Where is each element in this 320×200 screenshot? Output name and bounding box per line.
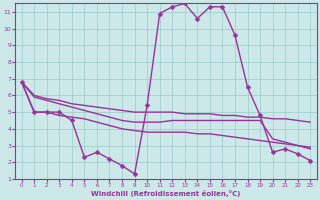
X-axis label: Windchill (Refroidissement éolien,°C): Windchill (Refroidissement éolien,°C) bbox=[91, 190, 241, 197]
